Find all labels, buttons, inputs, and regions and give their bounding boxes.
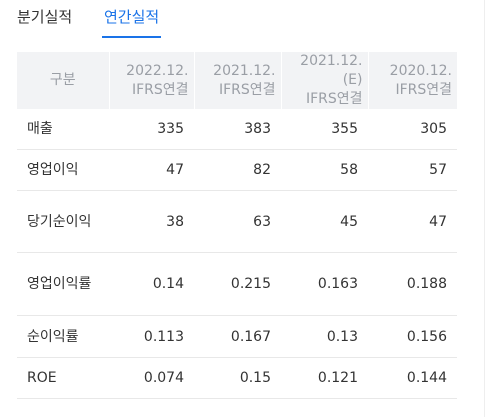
row-value: 0.13 — [281, 315, 368, 358]
row-value: 0.144 — [368, 357, 457, 399]
row-value: 0.074 — [109, 357, 194, 399]
header-label: 구분 — [17, 52, 110, 109]
table-row-net-income: 당기순이익 38 63 45 47 — [17, 190, 457, 253]
header-period-2021-12-estimate: 2021.12.(E) IFRS연결 — [281, 52, 369, 109]
header-period-2021-12: 2021.12. IFRS연결 — [194, 52, 282, 109]
row-value: 47 — [368, 190, 457, 253]
period-basis: IFRS연결 — [218, 81, 276, 98]
header-period-2022-12: 2022.12. IFRS연결 — [109, 52, 195, 109]
row-value: 383 — [194, 109, 281, 150]
table-row-operating-margin: 영업이익률 0.14 0.215 0.163 0.188 — [17, 252, 457, 316]
row-value: 38 — [109, 190, 194, 253]
table-row-net-margin: 순이익률 0.113 0.167 0.13 0.156 — [17, 315, 457, 358]
period-date: 2021.12.(E) — [300, 53, 363, 88]
row-value: 0.113 — [109, 315, 194, 358]
period-date: 2021.12. — [213, 62, 276, 79]
row-label: 매출 — [17, 109, 109, 150]
row-value: 0.156 — [368, 315, 457, 358]
row-label: 순이익률 — [17, 315, 109, 358]
row-value: 45 — [281, 190, 368, 253]
row-value: 0.14 — [109, 252, 194, 316]
row-label: ROE — [17, 357, 109, 399]
row-value: 0.15 — [194, 357, 281, 399]
financial-table: 구분 2022.12. IFRS연결 2021.12. IFRS연결 2021.… — [17, 52, 457, 399]
row-value: 305 — [368, 109, 457, 150]
tab-quarterly[interactable]: 분기실적 — [17, 8, 73, 26]
header-period-2020-12: 2020.12. IFRS연결 — [368, 52, 457, 109]
period-basis: IFRS연결 — [395, 81, 452, 98]
table-row-revenue: 매출 335 383 355 305 — [17, 109, 457, 150]
row-value: 355 — [281, 109, 368, 150]
table-header-row: 구분 2022.12. IFRS연결 2021.12. IFRS연결 2021.… — [17, 52, 457, 109]
panel-edge-divider — [484, 0, 485, 417]
row-value: 0.163 — [281, 252, 368, 316]
row-label: 당기순이익 — [17, 190, 109, 253]
row-value: 57 — [368, 149, 457, 191]
period-date: 2020.12. — [389, 62, 452, 79]
row-label: 영업이익률 — [17, 252, 109, 316]
period-basis: IFRS연결 — [131, 81, 189, 98]
tab-annual[interactable]: 연간실적 — [102, 0, 162, 38]
row-value: 58 — [281, 149, 368, 191]
row-value: 47 — [109, 149, 194, 191]
row-value: 0.215 — [194, 252, 281, 316]
row-value: 0.188 — [368, 252, 457, 316]
table-row-roe: ROE 0.074 0.15 0.121 0.144 — [17, 357, 457, 399]
row-value: 63 — [194, 190, 281, 253]
row-label: 영업이익 — [17, 149, 109, 191]
tab-bar: 분기실적 연간실적 — [0, 0, 497, 38]
row-value: 82 — [194, 149, 281, 191]
period-basis: IFRS연결 — [305, 91, 363, 107]
row-value: 0.167 — [194, 315, 281, 358]
row-value: 335 — [109, 109, 194, 150]
row-value: 0.121 — [281, 357, 368, 399]
period-date: 2022.12. — [126, 62, 189, 79]
table-row-operating-income: 영업이익 47 82 58 57 — [17, 149, 457, 191]
